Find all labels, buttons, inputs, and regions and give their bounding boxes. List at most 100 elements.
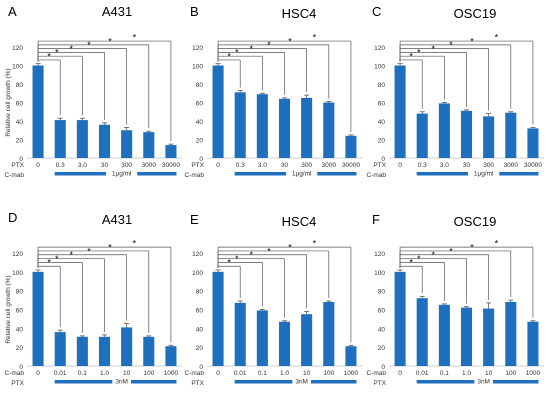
bar <box>505 112 517 158</box>
significance-star: * <box>133 239 137 249</box>
panel-letter: A <box>8 4 17 19</box>
bar <box>345 346 357 366</box>
panel-e: EHSC4020406080100120******C-mab00.010.11… <box>184 212 362 387</box>
chart-title: OSC19 <box>454 6 497 21</box>
x-tick-label: 0.3 <box>236 162 245 169</box>
bar <box>98 124 111 158</box>
row2-label: C-mab <box>4 172 24 179</box>
bar <box>438 304 450 366</box>
panel-letter: F <box>372 212 380 227</box>
bar <box>505 301 517 366</box>
x-tick-label: 0.1 <box>258 370 267 377</box>
bar <box>76 120 88 158</box>
x-tick-label: 100 <box>143 370 154 377</box>
x-tick-label: 3000 <box>504 162 519 169</box>
bar <box>98 336 111 366</box>
x-tick-label: 3.0 <box>258 162 267 169</box>
y-tick-label: 120 <box>374 251 385 258</box>
panel-letter: C <box>372 4 381 19</box>
y-tick-label: 20 <box>378 345 386 352</box>
significance-star: * <box>495 33 499 43</box>
x-tick-label: 30 <box>101 162 109 169</box>
x-tick-label: 1000 <box>344 370 359 377</box>
bar <box>32 65 44 158</box>
x-tick-label: 30000 <box>524 162 542 169</box>
x-tick-label: 10 <box>303 370 311 377</box>
x-tick-label: 3.0 <box>78 162 87 169</box>
y-axis-label: Relative cell growth (%) <box>5 275 12 343</box>
bar <box>256 310 268 366</box>
x-tick-label: 30 <box>281 162 289 169</box>
x-tick-label: 10 <box>485 370 493 377</box>
y-tick-label: 120 <box>192 45 203 52</box>
panel-a: A A431 0 20 40 60 80 100 120 Relative cell growth… <box>4 4 182 179</box>
x-tick-label: 10 <box>123 370 131 377</box>
x-tick-label: 3.0 <box>440 162 449 169</box>
bar <box>234 302 246 366</box>
significance-star: * <box>313 33 317 43</box>
bar <box>143 132 155 158</box>
treatment-label-bg <box>112 376 131 386</box>
x-tick-label: 0.01 <box>416 370 429 377</box>
x-tick-label: 0 <box>36 370 40 377</box>
y-tick-label: 0 <box>199 364 203 371</box>
chart-title: A431 <box>102 212 132 227</box>
y-tick-label: 100 <box>12 270 23 277</box>
y-tick-label: 120 <box>192 251 203 258</box>
chart-title: HSC4 <box>282 6 317 21</box>
bar <box>416 298 428 366</box>
significance-star: * <box>313 239 317 249</box>
x-tick-label: 100 <box>505 370 516 377</box>
y-tick-label: 100 <box>374 64 385 71</box>
x-tick-label: 100 <box>323 370 334 377</box>
y-tick-label: 0 <box>381 364 385 371</box>
y-tick-label: 120 <box>374 45 385 52</box>
treatment-label: 3nM <box>477 379 490 386</box>
row1-label: C-mab <box>184 370 204 377</box>
bar <box>54 332 66 366</box>
bar <box>416 113 428 158</box>
x-tick-label: 30 <box>463 162 471 169</box>
y-tick-label: 120 <box>12 45 23 52</box>
y-tick-label: 20 <box>16 345 24 352</box>
panel-b: BHSC4020406080100120******PTX00.33.03030… <box>184 4 362 179</box>
y-tick-label: 60 <box>16 308 24 315</box>
y-tick-label: 80 <box>378 289 386 296</box>
x-tick-label: 0.1 <box>78 370 87 377</box>
y-tick-label: 60 <box>378 101 386 108</box>
x-tick-label: 1000 <box>164 370 179 377</box>
y-tick-label: 40 <box>196 326 204 333</box>
x-tick-label: 0.01 <box>234 370 247 377</box>
x-tick-label: 3000 <box>322 162 337 169</box>
x-tick-label: 1.0 <box>280 370 289 377</box>
row2-label: PTX <box>11 380 24 387</box>
bar <box>32 271 44 366</box>
y-tick-label: 0 <box>199 156 203 163</box>
x-tick-label: 0 <box>398 162 402 169</box>
y-tick-label: 60 <box>378 308 386 315</box>
bar <box>121 130 133 158</box>
x-tick-label: 300 <box>121 162 132 169</box>
y-tick-label: 60 <box>196 308 204 315</box>
y-tick-label: 20 <box>196 138 204 145</box>
row1-label: PTX <box>191 162 204 169</box>
y-tick-label: 80 <box>16 289 24 296</box>
x-tick-label: 300 <box>301 162 312 169</box>
x-tick-label: 300 <box>483 162 494 169</box>
y-tick-label: 100 <box>374 270 385 277</box>
x-tick-label: 0.01 <box>54 370 67 377</box>
bar <box>278 321 291 366</box>
x-tick-label: 1.0 <box>462 370 471 377</box>
treatment-label-bg <box>106 168 138 178</box>
treatment-label: 1μg/ml <box>474 171 494 178</box>
x-tick-label: 30000 <box>342 162 360 169</box>
y-tick-label: 80 <box>378 82 386 89</box>
bar <box>165 145 177 158</box>
y-tick-label: 80 <box>16 82 24 89</box>
y-tick-label: 80 <box>196 289 204 296</box>
treatment-label-bg <box>474 376 493 386</box>
panel-f: FOSC19020406080100120******C-mab00.010.1… <box>366 212 544 387</box>
row2-label: PTX <box>191 380 204 387</box>
